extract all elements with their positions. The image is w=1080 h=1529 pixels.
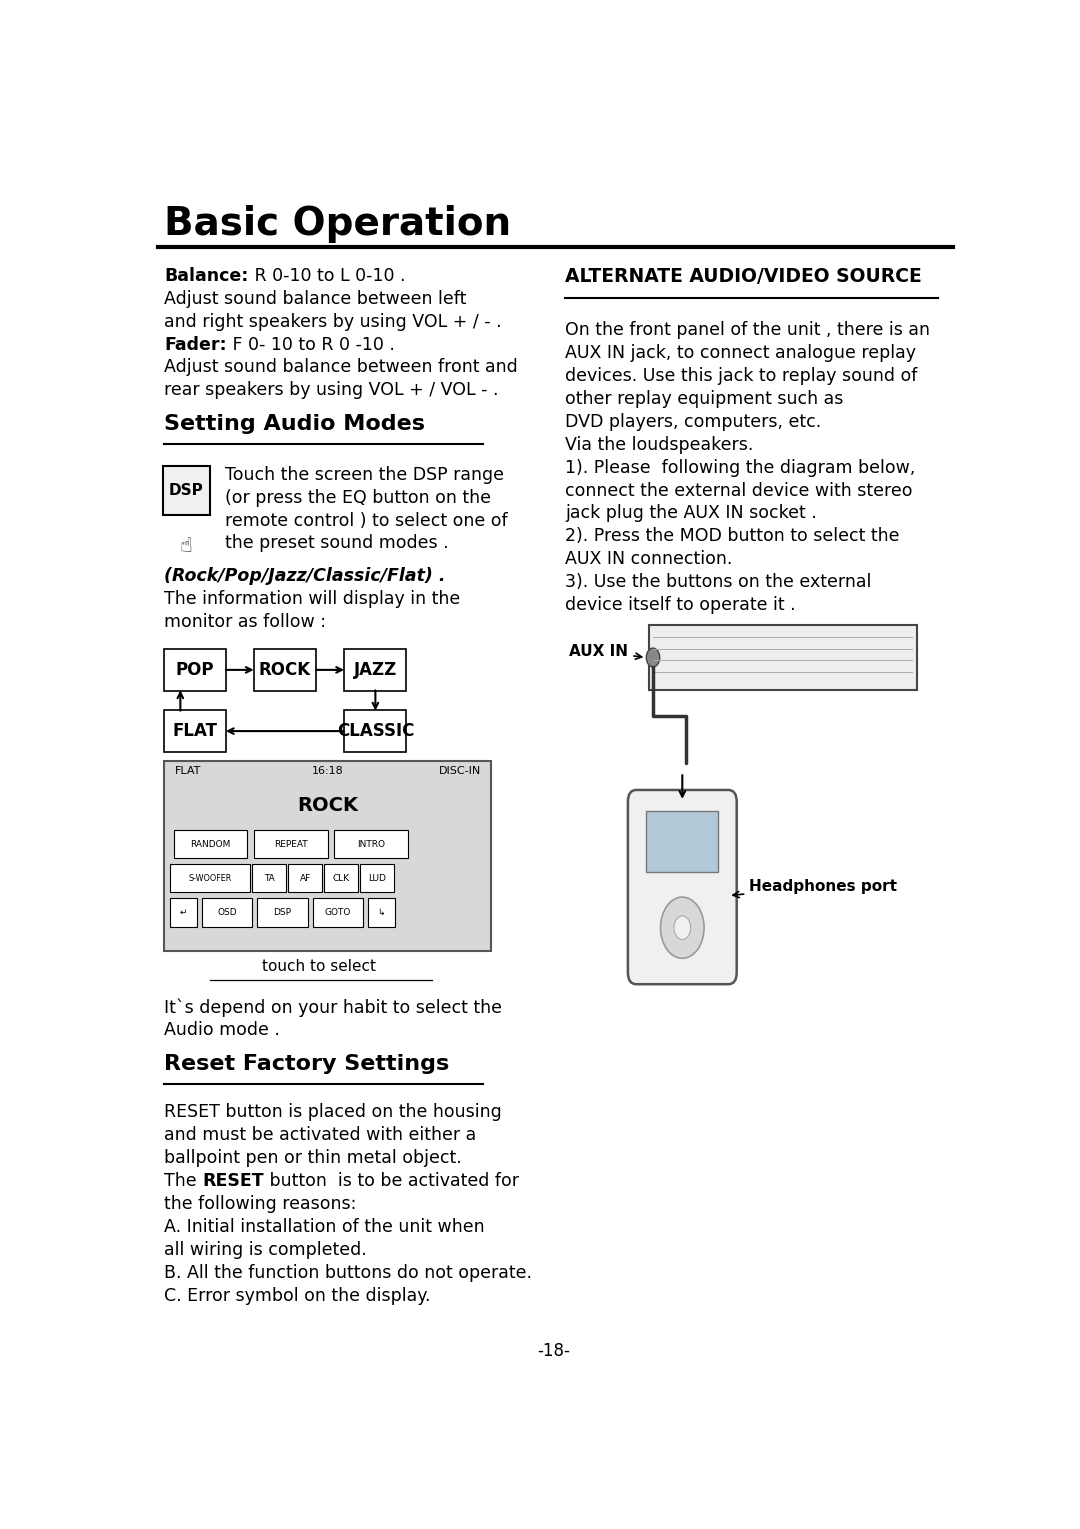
Text: OSD: OSD bbox=[217, 908, 237, 917]
Text: 1). Please  following the diagram below,: 1). Please following the diagram below, bbox=[565, 459, 916, 477]
Text: DSP: DSP bbox=[273, 908, 292, 917]
Text: REPEAT: REPEAT bbox=[274, 839, 308, 849]
Text: JAZZ: JAZZ bbox=[354, 661, 397, 679]
Text: ALTERNATE AUDIO/VIDEO SOURCE: ALTERNATE AUDIO/VIDEO SOURCE bbox=[565, 266, 922, 286]
Text: A. Initial installation of the unit when: A. Initial installation of the unit when bbox=[164, 1219, 485, 1235]
FancyBboxPatch shape bbox=[253, 864, 286, 893]
FancyBboxPatch shape bbox=[361, 864, 394, 893]
Text: Balance:: Balance: bbox=[164, 266, 248, 284]
FancyBboxPatch shape bbox=[254, 648, 316, 691]
Text: Via the loudspeakers.: Via the loudspeakers. bbox=[565, 436, 754, 454]
FancyBboxPatch shape bbox=[312, 898, 363, 927]
Text: CLASSIC: CLASSIC bbox=[337, 722, 414, 740]
Text: Fader:: Fader: bbox=[164, 335, 227, 353]
Text: ☝: ☝ bbox=[180, 535, 192, 555]
Text: RESET button is placed on the housing: RESET button is placed on the housing bbox=[164, 1102, 502, 1121]
Text: ↵: ↵ bbox=[180, 908, 188, 917]
Text: Audio mode .: Audio mode . bbox=[164, 1021, 281, 1040]
FancyBboxPatch shape bbox=[649, 625, 917, 690]
Text: INTRO: INTRO bbox=[357, 839, 386, 849]
Text: Setting Audio Modes: Setting Audio Modes bbox=[164, 414, 426, 434]
FancyBboxPatch shape bbox=[163, 709, 226, 752]
Text: TA: TA bbox=[264, 873, 274, 882]
Text: ballpoint pen or thin metal object.: ballpoint pen or thin metal object. bbox=[164, 1150, 462, 1167]
Text: monitor as follow :: monitor as follow : bbox=[164, 613, 326, 631]
Text: Touch the screen the DSP range: Touch the screen the DSP range bbox=[225, 466, 503, 483]
Text: rear speakers by using VOL + / VOL - .: rear speakers by using VOL + / VOL - . bbox=[164, 381, 499, 399]
FancyBboxPatch shape bbox=[345, 709, 406, 752]
Text: the following reasons:: the following reasons: bbox=[164, 1196, 356, 1212]
Text: RESET: RESET bbox=[203, 1173, 265, 1190]
Text: R 0-10 to L 0-10 .: R 0-10 to L 0-10 . bbox=[248, 266, 405, 284]
Text: the preset sound modes .: the preset sound modes . bbox=[225, 535, 448, 552]
FancyBboxPatch shape bbox=[627, 790, 737, 985]
Text: S-WOOFER: S-WOOFER bbox=[188, 873, 232, 882]
Text: ↳: ↳ bbox=[378, 908, 384, 917]
Text: Headphones port: Headphones port bbox=[733, 879, 897, 898]
FancyBboxPatch shape bbox=[368, 898, 394, 927]
Text: AUX IN: AUX IN bbox=[569, 644, 642, 659]
FancyBboxPatch shape bbox=[257, 898, 308, 927]
Text: It`s depend on your habit to select the: It`s depend on your habit to select the bbox=[164, 998, 502, 1017]
Text: Adjust sound balance between front and: Adjust sound balance between front and bbox=[164, 358, 518, 376]
FancyBboxPatch shape bbox=[345, 648, 406, 691]
Text: device itself to operate it .: device itself to operate it . bbox=[565, 596, 796, 615]
Text: remote control ) to select one of: remote control ) to select one of bbox=[225, 512, 508, 529]
Text: jack plug the AUX IN socket .: jack plug the AUX IN socket . bbox=[565, 505, 816, 523]
FancyBboxPatch shape bbox=[163, 648, 226, 691]
Text: The: The bbox=[164, 1173, 203, 1190]
Text: DVD players, computers, etc.: DVD players, computers, etc. bbox=[565, 413, 822, 431]
Text: DSP: DSP bbox=[168, 483, 204, 498]
Text: ROCK: ROCK bbox=[259, 661, 311, 679]
FancyBboxPatch shape bbox=[163, 466, 210, 515]
Text: LUD: LUD bbox=[368, 873, 386, 882]
Text: B. All the function buttons do not operate.: B. All the function buttons do not opera… bbox=[164, 1264, 532, 1281]
Text: ROCK: ROCK bbox=[297, 797, 359, 815]
Text: DISC-IN: DISC-IN bbox=[438, 766, 481, 777]
Text: FLAT: FLAT bbox=[172, 722, 217, 740]
FancyBboxPatch shape bbox=[324, 864, 357, 893]
Text: FLAT: FLAT bbox=[175, 766, 201, 777]
Text: connect the external device with stereo: connect the external device with stereo bbox=[565, 482, 913, 500]
Text: Reset Factory Settings: Reset Factory Settings bbox=[164, 1053, 449, 1073]
Text: 2). Press the MOD button to select the: 2). Press the MOD button to select the bbox=[565, 528, 900, 546]
Text: Basic Operation: Basic Operation bbox=[164, 205, 512, 243]
Text: -18-: -18- bbox=[537, 1342, 570, 1361]
FancyBboxPatch shape bbox=[202, 898, 253, 927]
Text: AUX IN jack, to connect analogue replay: AUX IN jack, to connect analogue replay bbox=[565, 344, 916, 362]
Text: C. Error symbol on the display.: C. Error symbol on the display. bbox=[164, 1287, 431, 1304]
FancyBboxPatch shape bbox=[288, 864, 322, 893]
Text: AF: AF bbox=[299, 873, 311, 882]
FancyBboxPatch shape bbox=[171, 864, 249, 893]
FancyBboxPatch shape bbox=[174, 830, 247, 858]
Text: other replay equipment such as: other replay equipment such as bbox=[565, 390, 843, 408]
FancyBboxPatch shape bbox=[646, 812, 718, 873]
Text: CLK: CLK bbox=[333, 873, 350, 882]
Circle shape bbox=[646, 648, 660, 667]
Text: button  is to be activated for: button is to be activated for bbox=[265, 1173, 519, 1190]
Text: RANDOM: RANDOM bbox=[190, 839, 231, 849]
Text: touch to select: touch to select bbox=[262, 960, 376, 974]
Circle shape bbox=[674, 916, 691, 939]
Text: F 0- 10 to R 0 -10 .: F 0- 10 to R 0 -10 . bbox=[227, 335, 395, 353]
Text: and right speakers by using VOL + / - .: and right speakers by using VOL + / - . bbox=[164, 312, 502, 330]
Circle shape bbox=[661, 898, 704, 959]
Text: AUX IN connection.: AUX IN connection. bbox=[565, 550, 732, 569]
Text: (or press the EQ button on the: (or press the EQ button on the bbox=[225, 489, 490, 506]
FancyBboxPatch shape bbox=[335, 830, 408, 858]
Text: all wiring is completed.: all wiring is completed. bbox=[164, 1242, 367, 1258]
Text: 3). Use the buttons on the external: 3). Use the buttons on the external bbox=[565, 573, 872, 592]
Text: and must be activated with either a: and must be activated with either a bbox=[164, 1125, 476, 1144]
Text: 16:18: 16:18 bbox=[312, 766, 343, 777]
Text: devices. Use this jack to replay sound of: devices. Use this jack to replay sound o… bbox=[565, 367, 918, 385]
FancyBboxPatch shape bbox=[254, 830, 327, 858]
Text: On the front panel of the unit , there is an: On the front panel of the unit , there i… bbox=[565, 321, 930, 339]
FancyBboxPatch shape bbox=[164, 760, 491, 951]
Text: GOTO: GOTO bbox=[324, 908, 351, 917]
FancyBboxPatch shape bbox=[171, 898, 197, 927]
Text: (Rock/Pop/Jazz/Classic/Flat) .: (Rock/Pop/Jazz/Classic/Flat) . bbox=[164, 567, 446, 586]
Text: Adjust sound balance between left: Adjust sound balance between left bbox=[164, 289, 467, 307]
Text: POP: POP bbox=[175, 661, 214, 679]
Text: The information will display in the: The information will display in the bbox=[164, 590, 461, 609]
